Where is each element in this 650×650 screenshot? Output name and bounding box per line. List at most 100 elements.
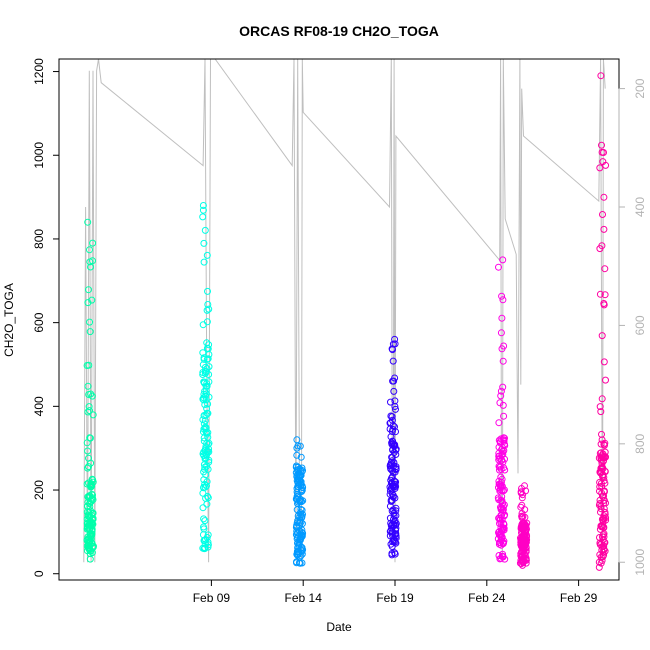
- data-point: [298, 482, 306, 490]
- x-axis: Feb 09 Feb 14 Feb 19 Feb 24 Feb 29: [193, 579, 598, 605]
- data-point: [600, 487, 608, 495]
- data-point: [294, 476, 302, 484]
- data-point: [387, 484, 395, 492]
- data-point: [202, 387, 210, 395]
- data-point: [388, 521, 396, 528]
- data-point: [88, 296, 96, 304]
- data-point: [496, 455, 504, 463]
- data-point: [199, 504, 207, 512]
- data-point: [598, 546, 606, 554]
- y-tick-label: 400: [32, 396, 46, 416]
- data-point: [601, 439, 609, 447]
- data-point: [294, 512, 302, 520]
- data-point: [499, 503, 507, 511]
- data-point: [499, 539, 507, 547]
- data-point: [389, 346, 396, 354]
- data-point: [199, 369, 207, 376]
- data-point: [297, 518, 305, 526]
- x-tick-label: Feb 24: [468, 591, 506, 605]
- data-point: [200, 412, 208, 419]
- data-point: [498, 345, 506, 353]
- data-point: [201, 463, 209, 471]
- data-point: [518, 510, 526, 517]
- data-point: [297, 496, 305, 503]
- data-point: [517, 552, 525, 560]
- data-point: [200, 258, 208, 266]
- data-point: [598, 148, 606, 156]
- data-point: [87, 263, 94, 271]
- data-point: [387, 398, 394, 406]
- data-point: [88, 549, 96, 557]
- data-point: [84, 218, 92, 226]
- data-point: [596, 534, 603, 541]
- data-point: [199, 213, 207, 221]
- x-axis-label: Date: [326, 620, 352, 634]
- data-point: [597, 523, 605, 531]
- data-point: [517, 503, 525, 511]
- data-point: [205, 341, 213, 349]
- data-point: [497, 387, 505, 395]
- data-point: [203, 251, 211, 259]
- data-point: [390, 377, 398, 385]
- data-point: [201, 455, 209, 463]
- data-point: [201, 417, 209, 425]
- data-point: [200, 425, 208, 433]
- data-point: [204, 494, 212, 502]
- data-point: [292, 469, 300, 477]
- data-point: [497, 503, 504, 511]
- y-tick-label: 0: [32, 570, 46, 577]
- data-point: [596, 403, 604, 411]
- data-point: [88, 392, 96, 400]
- data-point: [389, 422, 397, 430]
- data-point: [596, 164, 604, 172]
- data-point: [200, 379, 208, 387]
- data-point: [85, 538, 93, 546]
- data-point: [85, 286, 92, 294]
- y2-tick-label: 800: [633, 433, 647, 453]
- data-point: [499, 357, 507, 365]
- data-point: [389, 532, 397, 540]
- data-point: [201, 226, 209, 234]
- data-point: [85, 391, 93, 398]
- data-point: [495, 514, 503, 522]
- data-point: [84, 520, 92, 528]
- data-point: [389, 445, 397, 453]
- y2-tick-label: 200: [633, 78, 647, 98]
- data-point: [200, 355, 208, 363]
- x-tick-label: Feb 14: [285, 591, 323, 605]
- data-point: [600, 301, 608, 309]
- data-point: [599, 516, 607, 524]
- data-point: [201, 401, 209, 409]
- data-point: [293, 558, 300, 566]
- data-point: [89, 239, 97, 247]
- data-point: [499, 553, 507, 561]
- data-point: [498, 292, 506, 300]
- data-point: [517, 550, 525, 558]
- data-point: [293, 551, 301, 559]
- data-point: [517, 489, 525, 497]
- data-point: [497, 435, 505, 443]
- data-point: [201, 480, 209, 488]
- data-point: [501, 434, 508, 442]
- data-point: [392, 463, 400, 471]
- data-point: [499, 383, 507, 391]
- data-point: [299, 529, 307, 537]
- data-point: [597, 505, 605, 513]
- data-point: [86, 328, 94, 336]
- data-point: [596, 483, 604, 491]
- data-point: [600, 193, 608, 201]
- data-point: [392, 405, 399, 413]
- scatter-layer: [83, 72, 610, 571]
- y-tick-label: 1000: [32, 142, 46, 169]
- data-point: [495, 484, 502, 492]
- data-point: [391, 442, 399, 450]
- data-point: [200, 461, 208, 469]
- y2-axis: 200 400 600 800 1000: [618, 78, 647, 576]
- data-point: [599, 536, 607, 544]
- data-point: [200, 515, 208, 523]
- data-point: [500, 501, 508, 509]
- data-point: [86, 258, 94, 266]
- data-point: [599, 471, 607, 479]
- data-point: [601, 479, 609, 487]
